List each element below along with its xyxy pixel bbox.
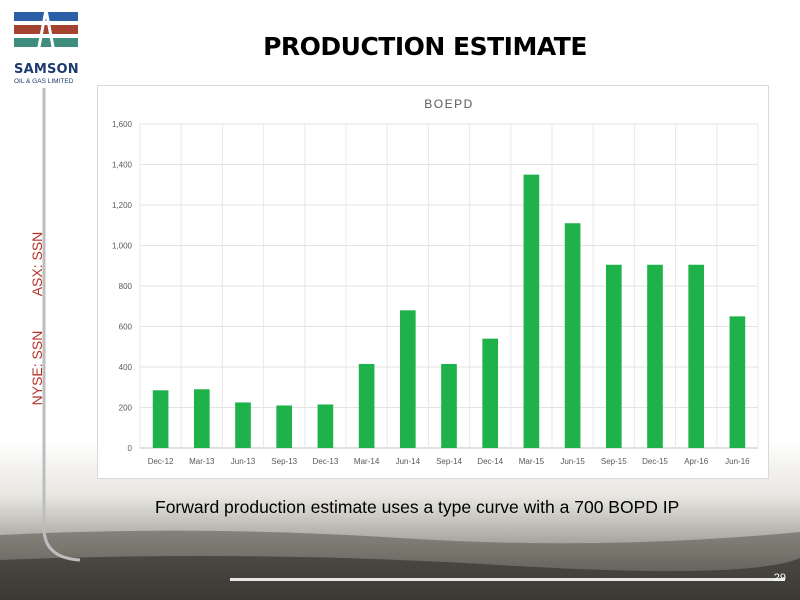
x-tick-label: Dec-15 [642,457,668,466]
bar [523,174,540,448]
bar-chart: BOEPD 0 200 400 600 800 1,000 1,200 1,400 1,600 De… [112,97,759,466]
x-tick-label: Jun-14 [396,457,421,466]
bar [482,338,499,448]
x-tick-label: Apr-16 [684,457,709,466]
logo-stripe-teal [14,38,78,47]
y-tick-label: 600 [119,323,133,332]
bar [564,223,581,448]
bar [193,389,210,448]
y-tick-label: 0 [128,444,133,453]
chart-container: BOEPD 0 200 400 600 800 1,000 1,200 1,400 1,600 De… [97,85,769,479]
caption: Forward production estimate uses a type … [155,497,680,517]
x-tick-label: Sep-14 [436,457,462,466]
x-tick-label: Mar-15 [519,457,545,466]
bar [605,264,622,448]
bar [647,264,663,448]
y-tick-label: 400 [119,363,133,372]
x-tick-label: Mar-14 [354,457,380,466]
x-tick-label: Jun-16 [725,457,750,466]
bar [317,404,334,448]
chart-title: BOEPD [424,97,474,111]
x-tick-label: Sep-15 [601,457,627,466]
bar [729,316,746,448]
x-tick-label: Jun-15 [560,457,585,466]
logo-stripe-red [14,25,78,34]
y-tick-label: 1,600 [112,120,133,129]
x-tick-label: Dec-14 [477,457,503,466]
bar [152,390,169,448]
y-tick-label: 1,400 [112,161,133,170]
page-title: PRODUCTION ESTIMATE [263,32,587,61]
logo-subtitle: OIL & GAS LIMITED [14,78,74,85]
derrick-icon [36,9,56,54]
x-tick-label: Jun-13 [231,457,256,466]
logo-name: SAMSON [14,62,79,77]
samson-logo: SAMSON OIL & GAS LIMITED [14,8,82,88]
ticker-asx: ASX: SSN [29,231,45,297]
x-tick-label: Sep-13 [271,457,297,466]
y-tick-label: 1,000 [112,242,133,251]
y-tick-label: 200 [119,404,133,413]
x-tick-label: Mar-13 [189,457,215,466]
bar [358,363,375,448]
y-tick-label: 800 [119,282,133,291]
wellbore-line [42,88,81,562]
bar [235,402,251,448]
page-number: 29 [773,572,786,584]
x-tick-label: Dec-13 [313,457,339,466]
bar [399,310,416,448]
bar [276,405,293,448]
y-tick-label: 1,200 [112,201,133,210]
ticker-nyse: NYSE: SSN [29,330,45,406]
bar [441,363,457,448]
bar [688,264,705,448]
x-tick-label: Dec-12 [148,457,174,466]
